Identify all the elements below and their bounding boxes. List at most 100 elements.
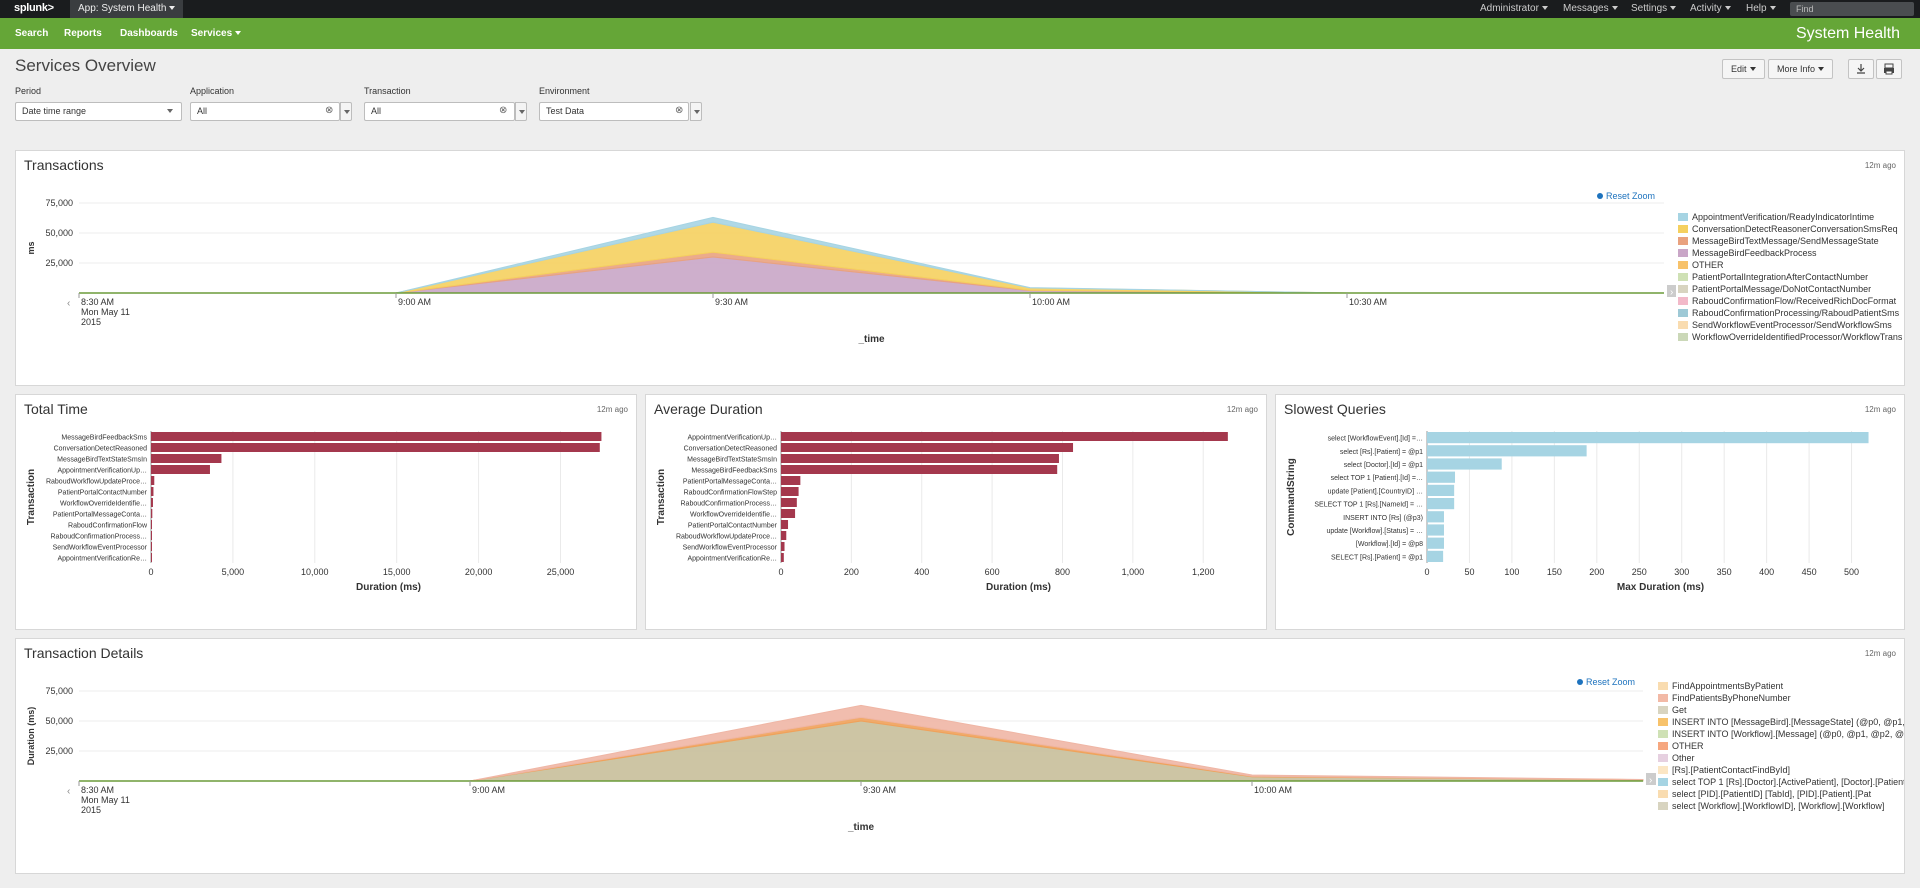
app-menu[interactable]: App: System Health [70, 0, 184, 18]
legend-item[interactable]: PatientPortalMessage/DoNotContactNumber [1678, 283, 1903, 295]
legend-swatch [1678, 297, 1688, 305]
legend-item[interactable]: INSERT INTO [Workflow].[Message] (@p0, @… [1658, 728, 1904, 740]
legend-item[interactable]: Other [1658, 752, 1904, 764]
category-label: MessageBirdTextStateSmsIn [687, 457, 777, 464]
transactions-chart[interactable]: 75,000 50,000 25,000 8:30 AM Mon May 11 2015 9… [16, 181, 1676, 386]
legend-item[interactable]: RaboudConfirmationFlow/ReceivedRichDocFo… [1678, 295, 1903, 307]
bar [1427, 537, 1444, 549]
bar [151, 509, 153, 518]
transaction-input[interactable]: All [364, 102, 515, 121]
legend-item[interactable]: PatientPortalIntegrationAfterContactNumb… [1678, 271, 1903, 283]
average-duration-chart[interactable]: 0 200 400 600 800 1,000 1,200 AppointmentVerifi… [646, 423, 1266, 629]
panel-title: Average Duration [654, 401, 763, 417]
legend-item[interactable]: SendWorkflowEventProcessor/SendWorkflowS… [1678, 319, 1903, 331]
x-tick-label: 250 [1632, 567, 1647, 577]
y-axis-title: Duration (ms) [26, 707, 36, 766]
more-info-button[interactable]: More Info [1768, 59, 1834, 79]
legend-item[interactable]: select TOP 1 [Rs].[Doctor].[ActivePatien… [1658, 776, 1904, 788]
legend-item[interactable]: Get [1658, 704, 1904, 716]
category-label: AppointmentVerificationUp… [58, 468, 148, 475]
nav-services[interactable]: Services [191, 18, 241, 49]
y-axis-title: Transaction [656, 469, 667, 525]
legend-item[interactable]: MessageBirdFeedbackProcess [1678, 247, 1903, 259]
reset-zoom-link[interactable]: Reset Zoom [1597, 191, 1655, 201]
transactions-panel: Transactions 12m ago 75,000 50,000 25,000 8… [15, 150, 1905, 386]
x-axis-title: Duration (ms) [356, 582, 421, 593]
nav-reports[interactable]: Reports [64, 28, 102, 39]
transaction-label: Transaction [364, 86, 411, 96]
legend-item[interactable]: RaboudConfirmationProcessing/RaboudPatie… [1678, 307, 1903, 319]
nav-dashboards[interactable]: Dashboards [120, 28, 178, 39]
application-input[interactable]: All [190, 102, 340, 121]
legend-item[interactable]: select [PID].[PatientID] [TabId], [PID].… [1658, 788, 1904, 800]
panel-timestamp: 12m ago [596, 405, 628, 414]
bar [151, 487, 154, 496]
slowest-queries-chart[interactable]: 0 50 100 150 200 250 300 350 400 450 500 select [Wo… [1276, 423, 1904, 629]
nav-search[interactable]: Search [15, 28, 49, 39]
legend-label: [Rs].[PatientContactFindById] [1672, 765, 1791, 775]
x-tick-label: 200 [844, 567, 859, 577]
legend-swatch [1658, 706, 1668, 714]
chevron-down-icon [164, 102, 176, 121]
menu-help[interactable]: Help [1746, 0, 1776, 18]
period-select[interactable]: Date time range [15, 102, 182, 121]
total-time-chart[interactable]: 0 5,000 10,000 15,000 20,000 25,000 MessageBir… [16, 423, 636, 629]
clear-icon[interactable]: ⊗ [325, 105, 334, 116]
legend-item[interactable]: WorkflowOverrideIdentifiedProcessor/Work… [1678, 331, 1903, 343]
menu-messages[interactable]: Messages [1563, 0, 1618, 18]
bar [781, 465, 1058, 474]
bar [781, 487, 799, 496]
app-label: System Health [1795, 25, 1900, 42]
legend-label: WorkflowOverrideIdentifiedProcessor/Work… [1692, 332, 1903, 342]
x-tick-label: 350 [1717, 567, 1732, 577]
transaction-dropdown-toggle[interactable] [515, 102, 527, 121]
legend-item[interactable]: select [Workflow].[WorkflowID], [Workflo… [1658, 800, 1904, 812]
y-axis-title: CommandString [1286, 458, 1297, 536]
find-input[interactable]: Find [1790, 2, 1914, 16]
clear-icon[interactable]: ⊗ [499, 105, 508, 116]
bar [781, 454, 1059, 463]
x-tick-label: 450 [1802, 567, 1817, 577]
x-tick-label: 15,000 [383, 567, 411, 577]
export-button[interactable] [1848, 59, 1874, 79]
category-label: MessageBirdFeedbackSms [691, 468, 777, 475]
application-label: Application [190, 86, 235, 96]
menu-activity[interactable]: Activity [1690, 0, 1731, 18]
scroll-left-icon: ‹ [67, 786, 70, 797]
legend-item[interactable]: MessageBirdTextMessage/SendMessageState [1678, 235, 1903, 247]
x-tick-label: 9:30 AM [715, 297, 748, 307]
legend-swatch [1658, 754, 1668, 762]
y-axis-title: ms [26, 241, 36, 254]
menu-settings[interactable]: Settings [1631, 0, 1676, 18]
x-axis-title: _time [847, 822, 875, 833]
print-button[interactable] [1876, 59, 1902, 79]
legend-swatch [1678, 225, 1688, 233]
application-dropdown-toggle[interactable] [340, 102, 352, 121]
reset-zoom-link[interactable]: Reset Zoom [1577, 677, 1635, 687]
clear-icon[interactable]: ⊗ [675, 105, 684, 116]
environment-input[interactable]: Test Data [539, 102, 689, 121]
legend-item[interactable]: [Rs].[PatientContactFindById] [1658, 764, 1904, 776]
splunk-logo[interactable]: splunk> [14, 2, 54, 14]
menu-administrator[interactable]: Administrator [1480, 0, 1548, 18]
bar [1427, 524, 1444, 536]
environment-dropdown-toggle[interactable] [690, 102, 702, 121]
legend-item[interactable]: OTHER [1658, 740, 1904, 752]
legend-item[interactable]: ConversationDetectReasonerConversationSm… [1678, 223, 1903, 235]
bar [151, 553, 152, 562]
legend-item[interactable]: OTHER [1678, 259, 1903, 271]
x-tick-label: 5,000 [222, 567, 245, 577]
x-tick-label: 400 [914, 567, 929, 577]
legend-item[interactable]: FindAppointmentsByPatient [1658, 680, 1904, 692]
category-label: ConversationDetectReasoned [684, 446, 777, 453]
category-label: PatientPortalContactNumber [688, 523, 778, 530]
transaction-details-chart[interactable]: 75,000 50,000 25,000 8:30 AM Mon May 11 2015 9… [16, 669, 1656, 874]
legend-item[interactable]: FindPatientsByPhoneNumber [1658, 692, 1904, 704]
category-label: SELECT TOP 1 [Rs].[NameId] = … [1314, 502, 1423, 509]
legend-item[interactable]: INSERT INTO [MessageBird].[MessageState]… [1658, 716, 1904, 728]
panel-title: Slowest Queries [1284, 401, 1386, 417]
edit-button[interactable]: Edit [1722, 59, 1765, 79]
x-tick-label: 1,000 [1122, 567, 1145, 577]
x-tick-label: 800 [1055, 567, 1070, 577]
legend-item[interactable]: AppointmentVerification/ReadyIndicatorIn… [1678, 211, 1903, 223]
